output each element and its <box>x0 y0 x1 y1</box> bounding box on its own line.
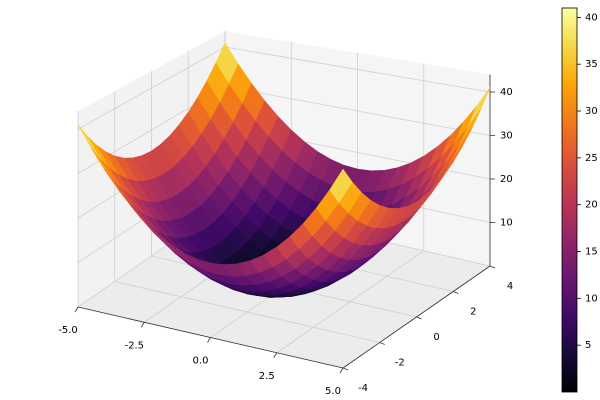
y-tick-label: -4 <box>358 383 368 394</box>
colorbar-tick-label: 10 <box>585 293 598 304</box>
z-grid-line <box>77 46 226 130</box>
colorbar <box>561 7 578 393</box>
x-tick <box>339 367 344 374</box>
x-tick-label: 2.5 <box>259 371 275 382</box>
y-tick-label: 2 <box>470 307 476 318</box>
colorbar-tick-label: 30 <box>585 106 598 117</box>
y-tick-label: 0 <box>433 332 439 343</box>
x-tick-label: -2.5 <box>124 340 144 351</box>
colorbar-tick-label: 5 <box>585 340 591 351</box>
y-grid-line <box>114 281 380 343</box>
y-tick <box>416 316 422 320</box>
y-tick <box>342 367 349 371</box>
y-tick-label: -2 <box>395 358 405 369</box>
z-grid-line <box>224 86 491 136</box>
x-tick-label: 5.0 <box>325 386 341 397</box>
colorbar-tick-label: 35 <box>585 59 598 70</box>
colorbar-tick-label: 40 <box>585 12 598 23</box>
z-tick-label: 10 <box>500 218 513 229</box>
y-tick <box>379 342 385 345</box>
z-grid-line <box>224 46 491 93</box>
z-tick-label: 40 <box>500 87 513 98</box>
x-tick-label: -5.0 <box>58 325 78 336</box>
x-tick-label: 0.0 <box>193 356 209 367</box>
x-tick <box>273 352 278 358</box>
x-tick <box>207 337 211 343</box>
colorbar-tick-label: 15 <box>585 247 598 258</box>
z-tick-label: 30 <box>500 131 513 142</box>
z-tick-label: 20 <box>500 174 513 185</box>
colorbar-tick-label: 20 <box>585 200 598 211</box>
x-tick <box>74 306 79 313</box>
colorbar-tick-label: 25 <box>585 153 598 164</box>
y-tick-label: 4 <box>507 281 513 292</box>
y-tick <box>489 265 496 269</box>
x-tick <box>140 322 145 328</box>
y-tick <box>453 291 459 294</box>
surface-facet <box>329 168 353 203</box>
